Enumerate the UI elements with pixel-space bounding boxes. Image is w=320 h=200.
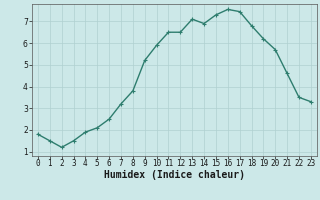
X-axis label: Humidex (Indice chaleur): Humidex (Indice chaleur) <box>104 170 245 180</box>
